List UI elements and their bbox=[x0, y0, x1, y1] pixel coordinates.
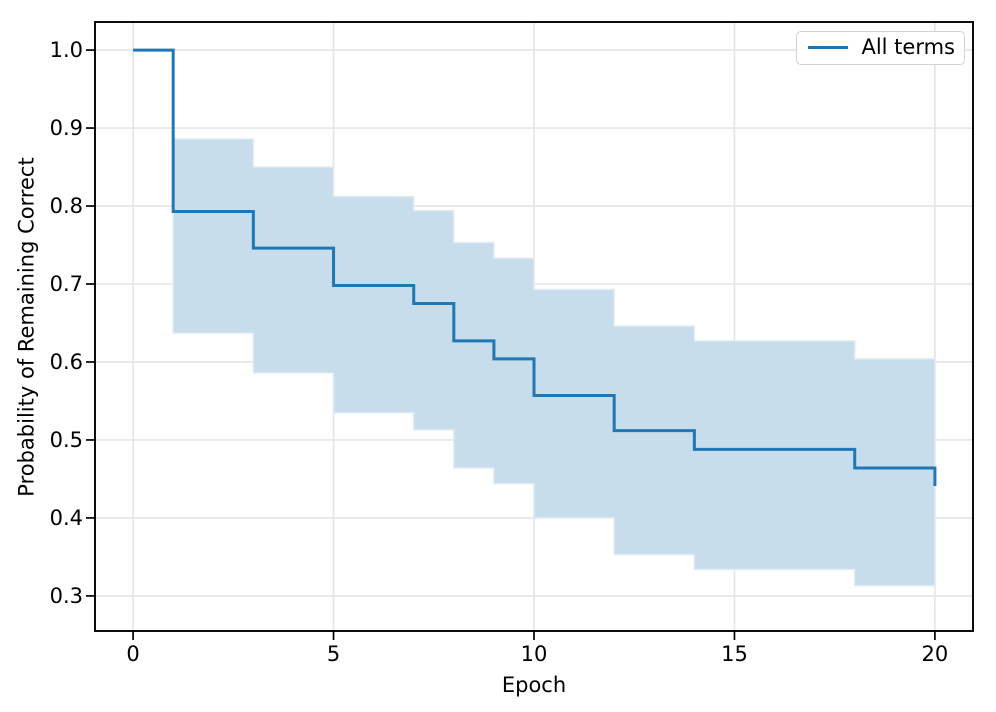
y-tick-label: 0.3 bbox=[49, 583, 83, 608]
legend-label: All terms bbox=[861, 35, 955, 59]
y-axis-title: Probability of Remaining Correct bbox=[14, 157, 39, 497]
x-tick-label: 15 bbox=[721, 642, 748, 666]
legend: All terms bbox=[796, 31, 965, 65]
x-axis-title: Epoch bbox=[501, 673, 567, 697]
confidence-band bbox=[172, 138, 936, 604]
y-tick-label: 0.8 bbox=[49, 194, 83, 219]
legend-line-sample bbox=[808, 45, 849, 50]
y-tick-label: 0.4 bbox=[49, 505, 83, 530]
y-tick-label: 0.5 bbox=[49, 427, 83, 452]
y-tick-label: 0.9 bbox=[49, 116, 83, 141]
y-tick-label: 1.0 bbox=[49, 38, 83, 63]
x-tick-label: 0 bbox=[126, 642, 140, 666]
axes-spines bbox=[94, 21, 974, 632]
tick-marks bbox=[86, 49, 936, 640]
x-tick-label: 10 bbox=[520, 642, 548, 666]
x-tick-label: 20 bbox=[921, 642, 949, 666]
x-tick-label: 5 bbox=[326, 642, 341, 666]
y-tick-label: 0.7 bbox=[49, 272, 83, 296]
y-tick-label: 0.6 bbox=[49, 349, 83, 374]
survival-line bbox=[133, 48, 937, 486]
